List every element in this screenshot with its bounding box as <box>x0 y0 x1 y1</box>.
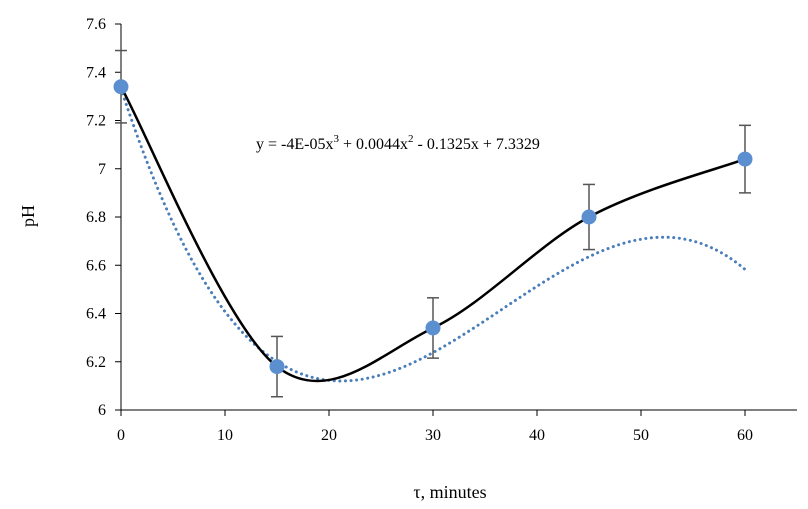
y-tick-label: 6 <box>98 402 106 419</box>
data-point <box>269 359 285 375</box>
axes <box>120 24 797 411</box>
y-tick-label: 6.8 <box>86 209 106 226</box>
data-series-line <box>119 86 746 383</box>
x-tick-label: 10 <box>217 427 233 444</box>
x-tick-label: 0 <box>117 427 125 444</box>
y-tick-label: 6.4 <box>86 306 106 323</box>
data-point <box>737 151 753 167</box>
y-tick-label: 7.6 <box>86 16 106 33</box>
y-axis-title: pH <box>18 205 38 227</box>
y-tick-label: 6.6 <box>86 257 106 274</box>
x-axis-ticks: 0 10 20 30 40 50 60 <box>117 410 753 444</box>
y-axis-ticks: 6 6.2 6.4 6.6 6.8 7 7.2 7.4 7.6 <box>86 16 121 419</box>
y-tick-label: 6.2 <box>86 354 106 371</box>
data-point <box>113 79 129 95</box>
y-tick-label: 7.2 <box>86 113 106 130</box>
series-layer <box>113 49 753 398</box>
trendline-equation: y = -4E-05x3 + 0.0044x2 - 0.1325x + 7.33… <box>256 133 540 153</box>
polynomial-trendline <box>119 86 747 383</box>
y-tick-label: 7.4 <box>86 64 106 81</box>
x-tick-label: 60 <box>737 427 753 444</box>
y-tick-label: 7 <box>98 161 106 178</box>
x-axis-title: τ, minutes <box>413 482 486 502</box>
data-point <box>425 320 441 336</box>
x-tick-label: 50 <box>633 427 649 444</box>
x-tick-label: 40 <box>529 427 545 444</box>
x-tick-label: 30 <box>425 427 441 444</box>
x-tick-label: 20 <box>321 427 337 444</box>
data-point <box>581 209 597 225</box>
